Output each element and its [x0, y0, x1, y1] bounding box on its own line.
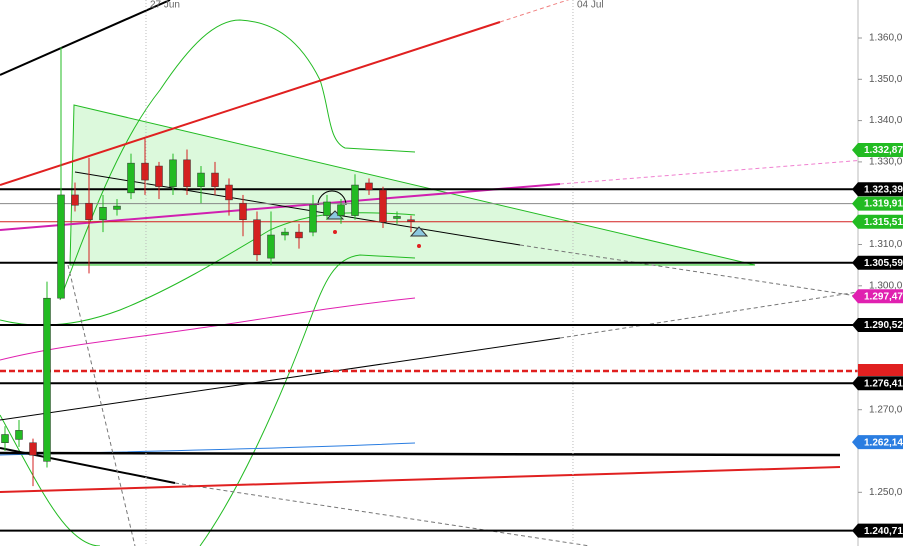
price-badge-label: 1.305,59: [864, 258, 903, 269]
candle-body: [57, 194, 65, 299]
price-badge-label: 1.315,51: [864, 217, 903, 228]
candle-body: [141, 162, 149, 181]
marker: [409, 226, 429, 237]
candle-body: [99, 207, 107, 220]
trend-line: [0, 451, 841, 457]
price-badge: [858, 364, 903, 376]
candle-body: [197, 172, 205, 187]
price-badge: [852, 435, 903, 450]
candle-body: [309, 204, 317, 233]
y-tick-label: 1.300,0: [869, 280, 903, 291]
x-tick-label: 27 Jun: [150, 0, 180, 11]
trend-line: [74, 171, 521, 246]
candle-body: [253, 219, 261, 256]
y-tick-label: 1.250,0: [869, 487, 903, 498]
candle-body: [337, 204, 345, 216]
price-badge: [852, 255, 903, 270]
price-badge: [852, 143, 903, 158]
trend-line: [0, 337, 561, 421]
marker: [417, 244, 421, 248]
candle-body: [267, 234, 275, 259]
price-badge: [852, 289, 903, 304]
candle-body: [323, 201, 331, 216]
price-badge-label: 1.297,47: [864, 291, 903, 302]
marker: [333, 230, 337, 234]
candle-body: [85, 202, 93, 220]
arc-annotation: [317, 190, 347, 206]
trend-line-extension: [67, 264, 136, 546]
price-badge: [852, 196, 903, 211]
price-axis: [858, 0, 903, 546]
candle-body: [183, 159, 191, 187]
trend-line: [0, 466, 841, 493]
trend-line-extension: [519, 244, 903, 304]
candle-body: [239, 202, 247, 220]
candle-body: [351, 184, 359, 216]
price-badge-label: 1.290,52: [864, 320, 903, 331]
y-tick-label: 1.330,0: [869, 157, 903, 168]
y-tick-label: 1.340,0: [869, 115, 903, 126]
candle-body: [43, 297, 51, 462]
candle-body: [127, 162, 135, 194]
price-badge: [852, 317, 903, 332]
bollinger-lower: [199, 254, 416, 546]
candle-body: [365, 182, 373, 191]
candle-body: [1, 434, 9, 443]
trend-line: [0, 183, 561, 231]
candle-body: [379, 189, 387, 223]
candle-body: [113, 205, 121, 210]
candle-body: [211, 172, 219, 187]
trend-line-extension: [499, 0, 570, 23]
candle-body: [169, 159, 177, 187]
candle-body: [281, 231, 289, 236]
price-badge-label: 1.332,87: [864, 145, 903, 156]
candle-body: [407, 219, 415, 223]
moving-average: [0, 297, 416, 361]
trend-line-extension: [559, 156, 903, 185]
candle-body: [15, 430, 23, 440]
candle-body: [29, 442, 37, 456]
price-badge: [852, 523, 903, 538]
y-tick-label: 1.310,0: [869, 239, 903, 250]
price-badge: [852, 376, 903, 391]
price-badge-label: 1.319,91: [864, 199, 903, 210]
x-tick-label: 04 Jul: [577, 0, 604, 11]
y-tick-label: 1.350,0: [869, 74, 903, 85]
price-badge-label: 1.276,41: [864, 378, 903, 389]
candle-body: [295, 231, 303, 239]
y-tick-label: 1.270,0: [869, 404, 903, 415]
candle-body: [393, 216, 401, 219]
price-badge-label: 1.240,71: [864, 526, 903, 537]
price-badge: [852, 182, 903, 197]
y-tick-label: 1.360,0: [869, 33, 903, 44]
candles: [1, 47, 415, 487]
candle-body: [71, 194, 79, 206]
candle-body: [155, 165, 163, 187]
bollinger-upper: [59, 19, 416, 301]
triangle-pattern: [69, 104, 756, 266]
candle-body: [225, 184, 233, 201]
trend-line-extension: [559, 284, 903, 339]
price-badge: [852, 214, 903, 229]
trend-line: [0, 0, 171, 76]
trend-line-extension: [174, 482, 591, 546]
trend-line: [0, 21, 501, 186]
price-badge-label: 1.262,14: [864, 437, 903, 448]
price-badge-label: 1.323,39: [864, 184, 903, 195]
